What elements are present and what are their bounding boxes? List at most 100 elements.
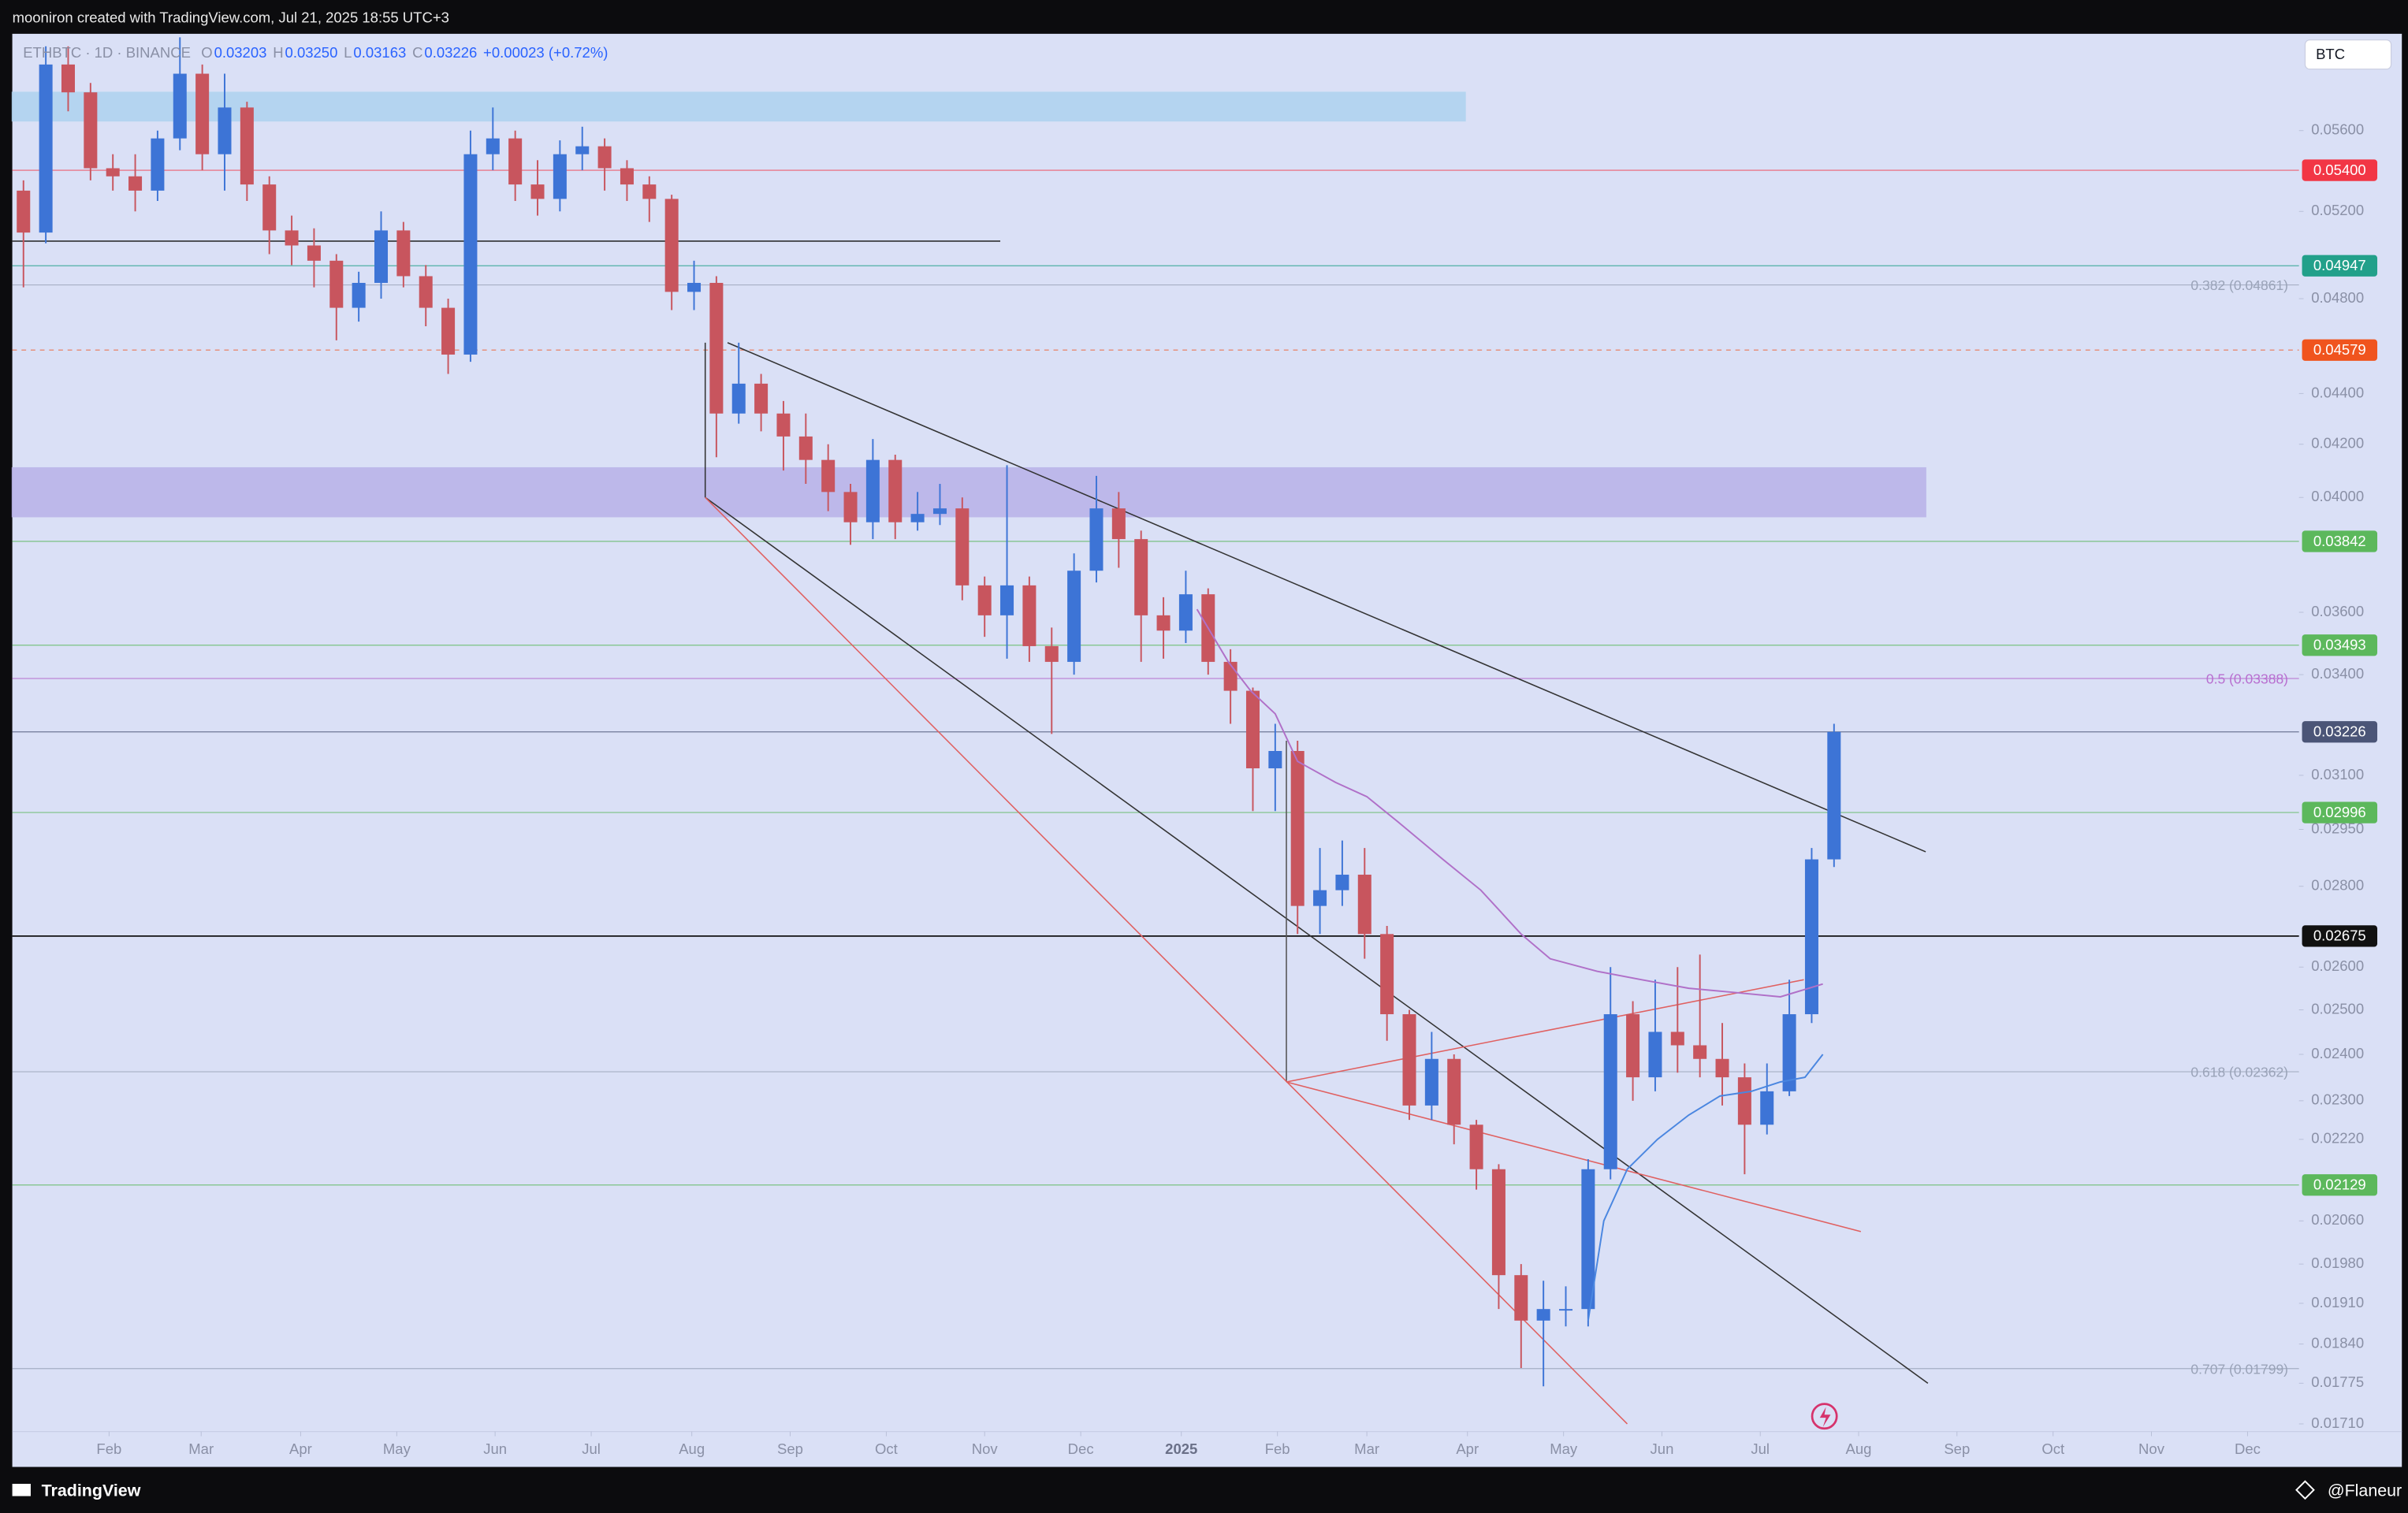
y-tick-label: 0.01840	[2311, 1334, 2364, 1351]
price-label: 0.03493	[2313, 637, 2366, 653]
candle-body	[620, 168, 634, 185]
candle-body	[285, 230, 299, 246]
price-label: 0.02996	[2313, 804, 2366, 820]
price-label-bg	[2302, 801, 2378, 823]
attribution: mooniron created with TradingView.com, J…	[13, 9, 449, 25]
price-label-bg	[2302, 925, 2378, 947]
candle-body	[262, 184, 277, 231]
y-tick-label: 0.02600	[2311, 957, 2364, 974]
ohlc-key: L	[344, 44, 352, 61]
x-tick-label: Sep	[1944, 1441, 1970, 1457]
candle-body	[1089, 508, 1104, 571]
candle-body	[396, 230, 411, 277]
candle-body	[1536, 1309, 1550, 1321]
price-label-bg	[2302, 1174, 2378, 1196]
candle-body	[910, 514, 925, 522]
symbol-title: ETHBTC · 1D · BINANCE	[23, 44, 191, 61]
price-label-bg	[2302, 634, 2378, 656]
x-tick-label: May	[1550, 1441, 1578, 1457]
candle-body	[195, 73, 210, 154]
x-tick-label: Nov	[972, 1441, 999, 1457]
price-label: 0.05400	[2313, 162, 2366, 178]
x-tick-label: Jul	[582, 1441, 601, 1457]
x-tick-label: May	[383, 1441, 411, 1457]
candle-body	[1313, 890, 1327, 906]
candle-body	[486, 138, 500, 154]
ohlc-value: 0.03163	[353, 44, 406, 61]
candle-body	[1491, 1169, 1505, 1276]
y-tick-label: 0.01710	[2311, 1414, 2364, 1431]
trendline	[705, 496, 1929, 1384]
y-tick-label: 0.02500	[2311, 1000, 2364, 1017]
price-label-bg	[2302, 159, 2378, 181]
candle-body	[1111, 508, 1126, 540]
y-tick-label: 0.01775	[2311, 1374, 2364, 1390]
y-tick-label: 0.02950	[2311, 820, 2364, 836]
candle-body	[1737, 1077, 1751, 1125]
price-label: 0.02675	[2313, 928, 2366, 944]
trendline	[727, 342, 1926, 853]
candle-body	[329, 260, 344, 308]
candle-body	[352, 282, 366, 308]
y-tick-label: 0.04400	[2311, 384, 2364, 400]
x-tick-label: Dec	[2235, 1441, 2261, 1457]
y-tick-label: 0.02400	[2311, 1045, 2364, 1061]
candle-body	[754, 383, 769, 414]
x-tick-label: Aug	[679, 1441, 705, 1457]
y-tick-label: 0.03400	[2311, 665, 2364, 682]
y-tick-label: 0.02220	[2311, 1130, 2364, 1147]
candle-body	[307, 245, 321, 261]
x-tick-label: Apr	[1456, 1441, 1479, 1457]
candle-body	[932, 508, 947, 515]
price-label: 0.03842	[2313, 533, 2366, 549]
candle-body	[821, 459, 836, 493]
ohlc-key: H	[273, 44, 283, 61]
fib-label: 0.382 (0.04861)	[2190, 277, 2288, 293]
y-tick-label: 0.01980	[2311, 1255, 2364, 1271]
candle-body	[530, 184, 545, 199]
candle-body	[374, 230, 389, 283]
y-tick-label: 0.02060	[2311, 1211, 2364, 1228]
x-tick-label: Feb	[1265, 1441, 1290, 1457]
candle-body	[1178, 594, 1193, 631]
x-tick-label: Nov	[2138, 1441, 2165, 1457]
candle-body	[173, 73, 187, 139]
x-tick-label: Oct	[875, 1441, 898, 1457]
candle-body	[419, 276, 433, 308]
candle-body	[553, 154, 567, 199]
candle-body	[1357, 874, 1371, 935]
candle-body	[1693, 1045, 1707, 1059]
author-icon	[2295, 1480, 2315, 1500]
candle-body	[1402, 1014, 1416, 1106]
candle-body	[1156, 615, 1171, 631]
currency-box	[2304, 39, 2392, 70]
candle-body	[1067, 571, 1081, 662]
x-tick-label: Jun	[483, 1441, 507, 1457]
candle-body	[1022, 585, 1037, 646]
y-tick-label: 0.04800	[2311, 289, 2364, 306]
candle-body	[1581, 1169, 1595, 1310]
ohlc-key: C	[412, 44, 422, 61]
x-tick-label: Aug	[1846, 1441, 1872, 1457]
ohlc-value: 0.03203	[214, 44, 267, 61]
candle-body	[1424, 1058, 1438, 1106]
candle-body	[84, 92, 98, 169]
trendline	[1286, 979, 1804, 1083]
candle-body	[151, 138, 165, 191]
currency: BTC	[2316, 46, 2345, 62]
x-tick-label: Oct	[2041, 1441, 2064, 1457]
candle-body	[1670, 1032, 1684, 1046]
candle-body	[865, 459, 880, 522]
plot-background	[12, 33, 2402, 1467]
candle-body	[776, 413, 791, 437]
candle-body	[1558, 1309, 1573, 1311]
candle-body	[709, 282, 724, 414]
candle-body	[240, 107, 254, 185]
footer-brand: TradingView	[42, 1481, 141, 1500]
candle-body	[39, 64, 53, 233]
x-tick-label: Apr	[289, 1441, 312, 1457]
ohlc-value: 0.03250	[285, 44, 338, 61]
y-tick-label: 0.04000	[2311, 488, 2364, 504]
